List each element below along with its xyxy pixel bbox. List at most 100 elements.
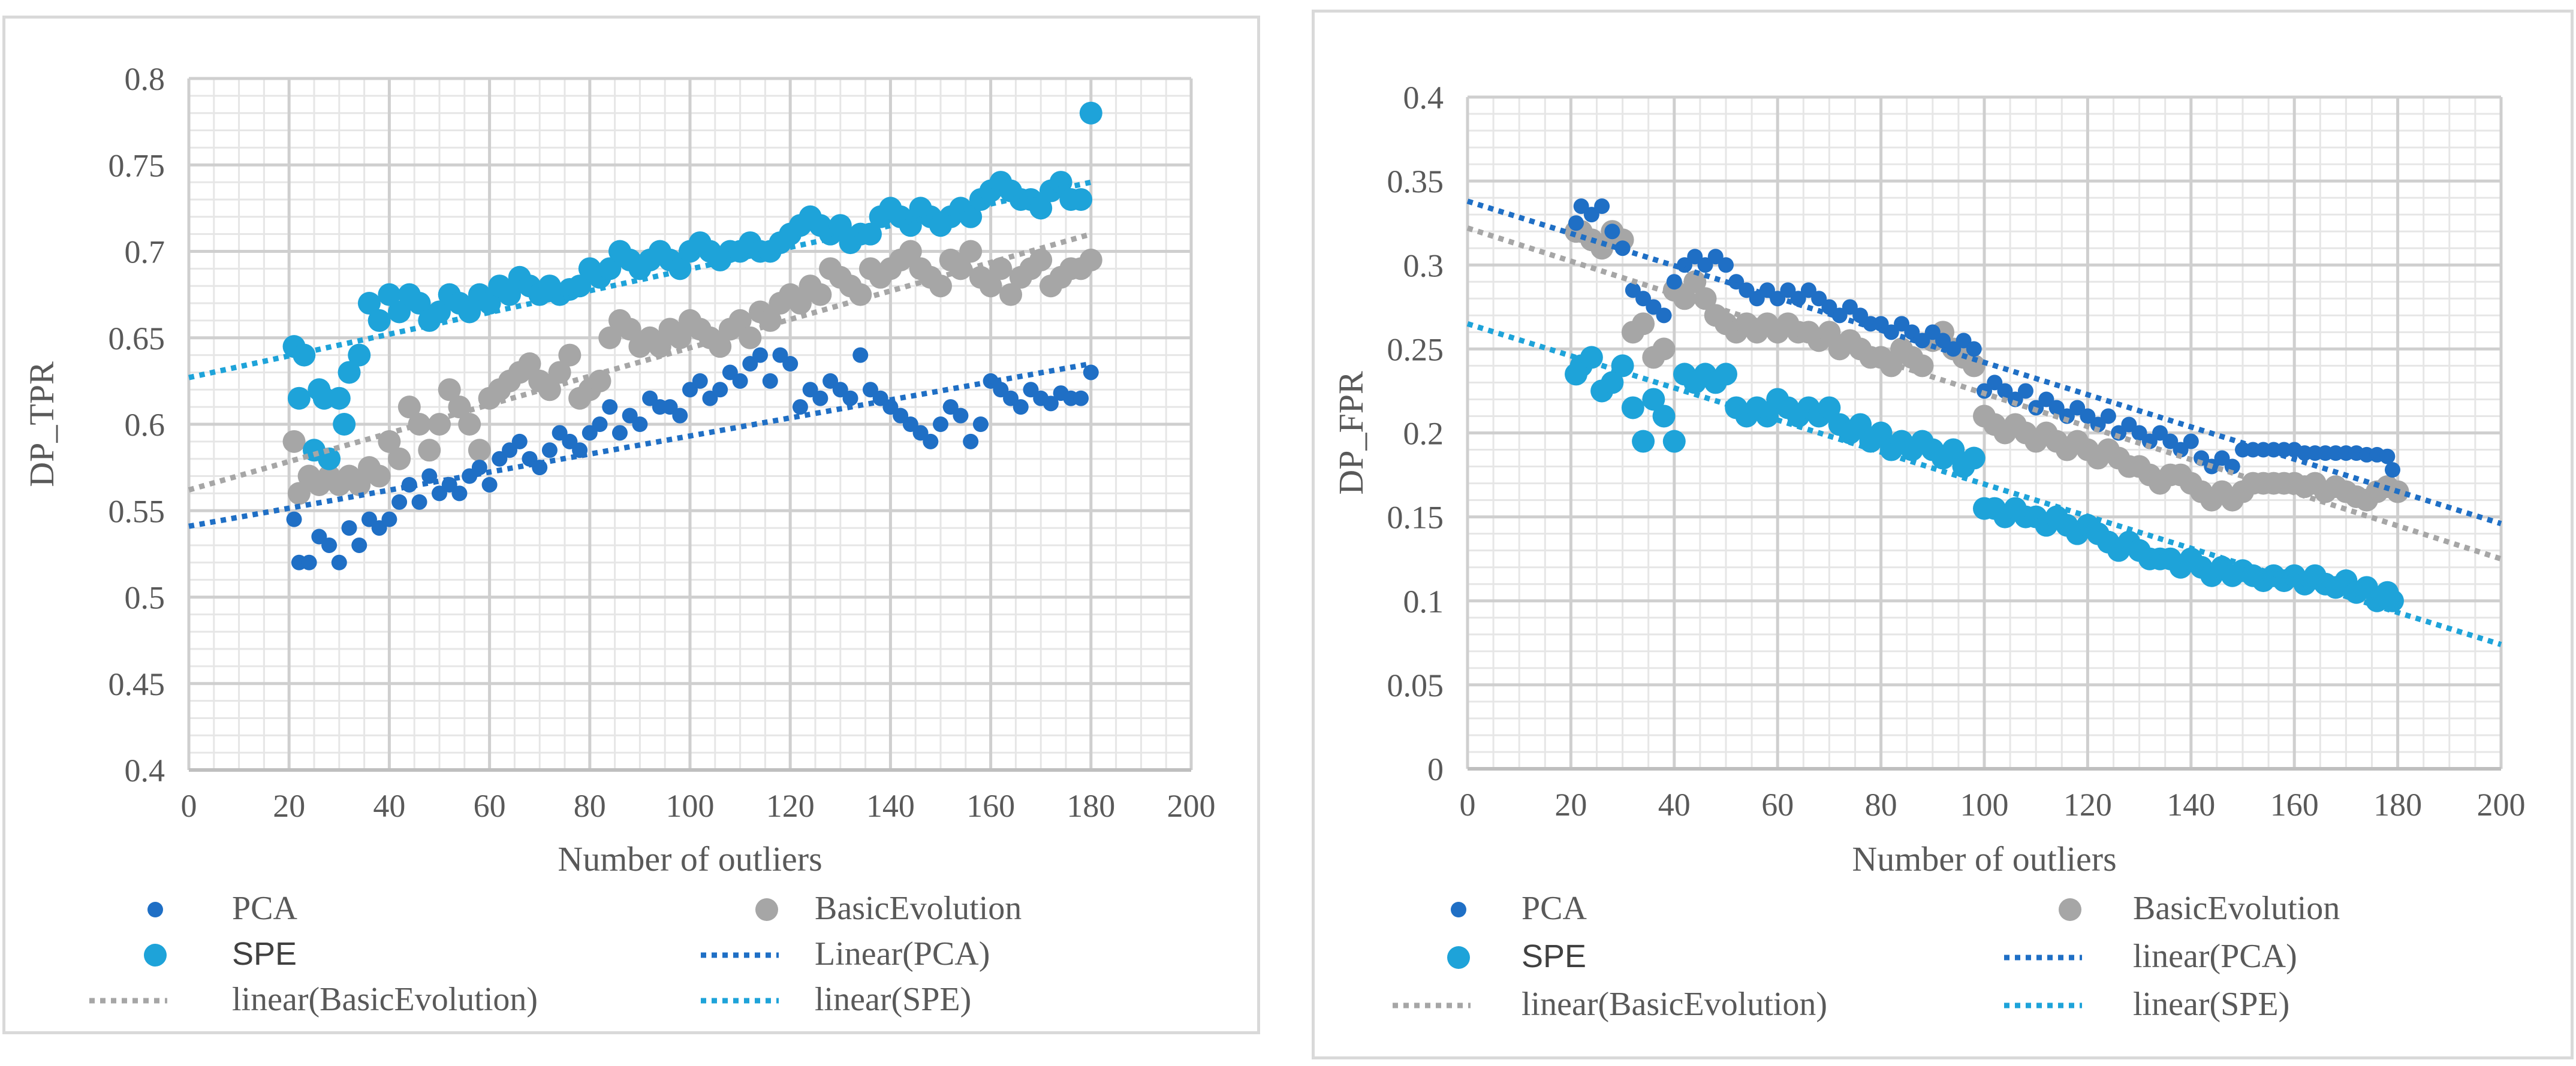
y-tick-label: 0.15 [1387, 500, 1444, 536]
data-point-pca [1083, 364, 1099, 381]
data-point-pca [1800, 282, 1816, 298]
fpr-chart: 0 20 40 60 80 100 120 140 160 180 200 0 0.05 0.1 0.15 0… [1331, 80, 2526, 1023]
legend-label-linear-spe: linear(SPE) [2133, 986, 2289, 1023]
y-tick-label: 0.35 [1387, 164, 1444, 200]
legend-label-basicevolution: BasicEvolution [815, 890, 1022, 927]
data-point-spe [568, 274, 592, 298]
data-point-spe [293, 343, 316, 367]
x-tick-label: 80 [574, 788, 606, 824]
y-tick-label: 0.4 [1403, 80, 1444, 116]
data-point-pca [1666, 274, 1682, 290]
data-point-pca [782, 356, 799, 372]
data-point-basicevolution [1079, 248, 1102, 271]
legend-label-spe: SPE [232, 936, 297, 972]
data-point-pca [301, 554, 317, 570]
y-tick-label: 0.5 [125, 580, 165, 616]
trendline-linear-pca [1466, 198, 2502, 527]
x-axis-title: Number of outliers [1852, 839, 2116, 878]
data-point-pca [1013, 399, 1029, 415]
y-tick-label: 0.45 [109, 666, 165, 702]
data-point-spe [1715, 363, 1737, 386]
data-point-pca [2069, 400, 2086, 416]
data-point-basicevolution [367, 464, 391, 488]
y-tick-label: 0.7 [125, 234, 165, 270]
data-point-basicevolution [979, 274, 1002, 298]
data-point-basicevolution [788, 292, 812, 315]
data-point-spe [498, 283, 522, 306]
data-point-pca [2214, 450, 2230, 466]
data-point-pca [2183, 433, 2199, 449]
data-point-pca [732, 373, 748, 389]
legend-marker-spe [144, 944, 167, 967]
data-point-pca [963, 433, 979, 449]
data-point-spe [378, 283, 401, 306]
data-point-spe [318, 447, 341, 470]
data-point-basicevolution [709, 335, 732, 358]
data-point-basicevolution [739, 326, 762, 349]
data-point-pca [1625, 282, 1641, 298]
data-point-pca [1707, 249, 1724, 265]
data-point-basicevolution [448, 395, 471, 419]
data-point-pca [2007, 391, 2023, 407]
data-point-basicevolution [378, 430, 401, 453]
data-point-pca [2017, 383, 2033, 399]
data-point-pca [2131, 425, 2147, 441]
data-point-basicevolution [728, 309, 752, 332]
data-point-basicevolution [558, 343, 582, 367]
data-point-pca [2038, 391, 2054, 407]
data-point-pca [1873, 316, 1889, 332]
data-point-basicevolution [809, 283, 832, 306]
data-point-basicevolution [418, 439, 441, 462]
data-point-pca [953, 407, 969, 424]
chart-panel-tpr: 0 20 40 60 80 100 120 140 160 180 200 0.4 0.45 0.5 0.5… [2, 16, 1260, 1034]
trendline-linear-spe [188, 179, 1092, 381]
y-tick-label: 0.1 [1403, 584, 1444, 620]
data-point-spe [367, 309, 391, 332]
data-point-pca [2100, 408, 2116, 424]
legend-marker-pca [1451, 902, 1466, 917]
data-point-pca [2121, 416, 2137, 433]
data-point-basicevolution [959, 240, 983, 263]
data-point-pca [1852, 307, 1869, 324]
legend-label-linear-basicevolution: linear(BasicEvolution) [232, 981, 538, 1018]
data-point-pca [2173, 442, 2189, 458]
data-point-basicevolution [1818, 321, 1841, 344]
legend-marker-pca [147, 902, 163, 917]
data-point-basicevolution [287, 482, 311, 505]
data-point-pca [381, 511, 397, 527]
data-point-pca [712, 382, 728, 398]
data-point-basicevolution [1962, 354, 1986, 378]
x-tick-label: 0 [181, 788, 197, 824]
data-point-pca [1749, 291, 1765, 307]
data-point-basicevolution [518, 352, 541, 376]
data-point-spe [598, 257, 622, 280]
data-point-basicevolution [1683, 270, 1707, 294]
x-tick-label: 120 [766, 788, 815, 824]
data-point-pca [842, 390, 858, 406]
data-point-pca [1073, 390, 1089, 406]
data-point-spe [408, 292, 431, 315]
data-point-pca [1594, 198, 1610, 215]
data-point-pca [852, 347, 869, 363]
data-point-pca [391, 494, 408, 510]
data-point-basicevolution [548, 361, 571, 384]
data-point-pca [286, 511, 302, 527]
data-point-basicevolution [438, 378, 461, 401]
x-tick-label: 60 [1761, 787, 1794, 823]
data-point-pca [1573, 198, 1589, 215]
data-point-pca [1935, 333, 1951, 349]
data-point-pca [1945, 341, 1962, 357]
legend-label-basicevolution: BasicEvolution [2133, 890, 2340, 927]
legend-marker-spe [1447, 946, 1470, 969]
x-tick-label: 160 [2270, 787, 2319, 823]
data-point-basicevolution [899, 240, 922, 263]
x-tick-label: 20 [1554, 787, 1587, 823]
data-point-basicevolution [1652, 337, 1676, 361]
data-point-spe [1611, 354, 1634, 378]
data-point-pca [1656, 307, 1672, 324]
y-tick-label: 0.3 [1403, 247, 1444, 283]
data-point-spe [2381, 589, 2404, 612]
data-point-spe [1632, 430, 1655, 453]
data-point-basicevolution [388, 447, 411, 470]
data-point-spe [348, 343, 371, 367]
